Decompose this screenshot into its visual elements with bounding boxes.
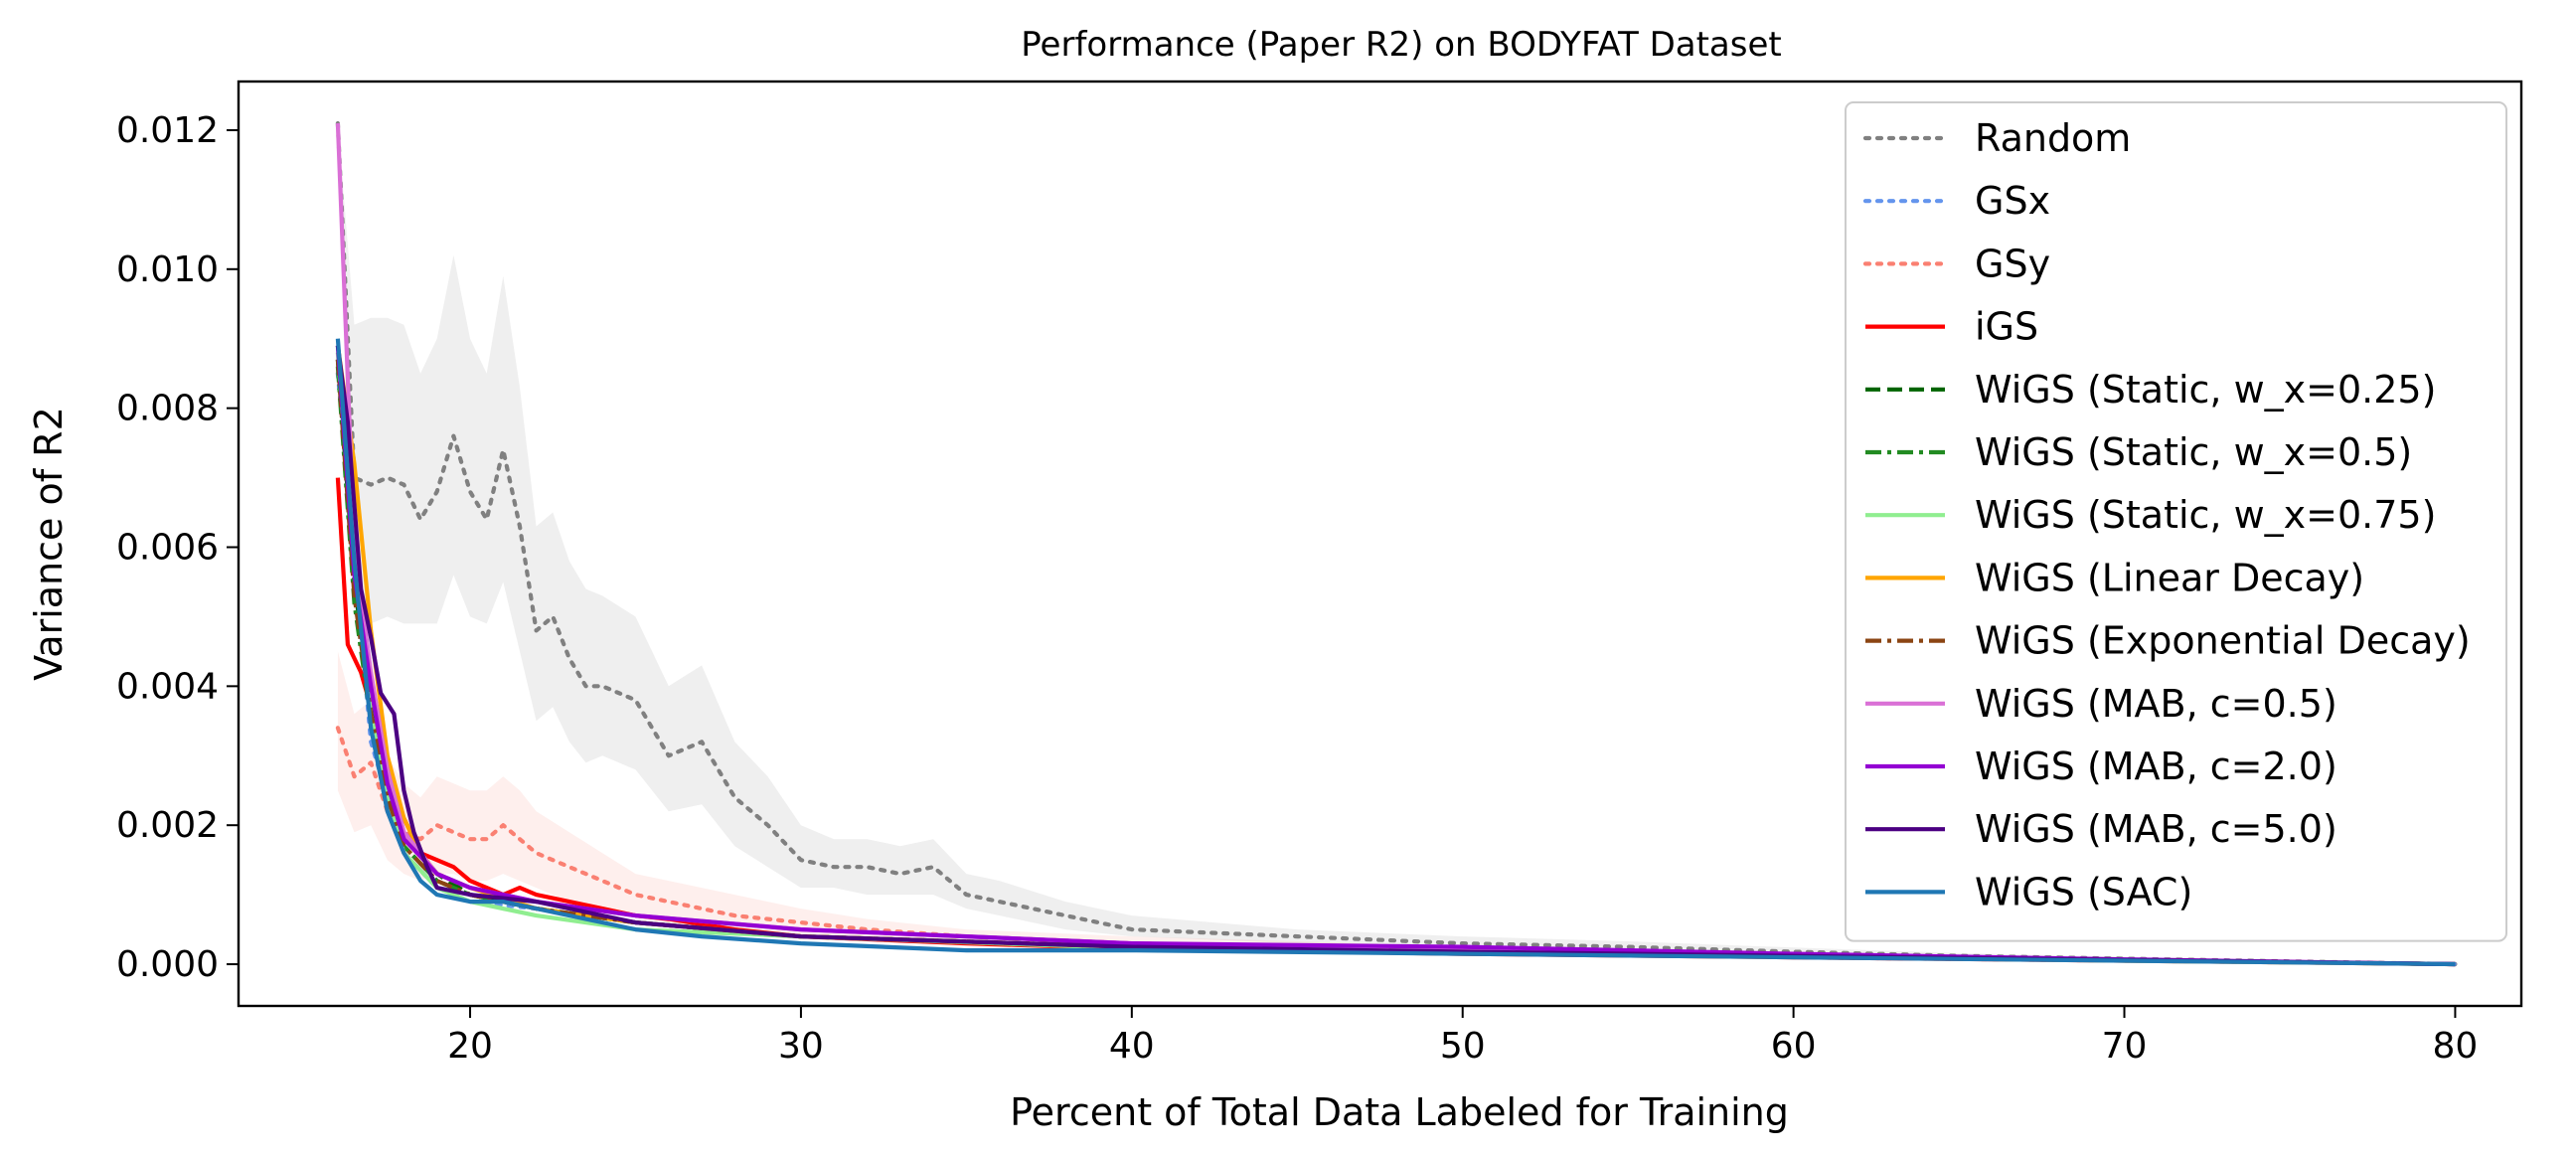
series-line-wigs-sac	[335, 338, 2456, 967]
y-axis-title: Variance of R2	[27, 407, 71, 681]
legend-label-wigs-static-w-x-0-5: WiGS (Static, w_x=0.5)	[1975, 430, 2412, 474]
legend-label-gsx: GSx	[1975, 179, 2050, 223]
legend-label-wigs-sac: WiGS (SAC)	[1975, 870, 2192, 913]
y-tick-label: 0.012	[116, 110, 219, 151]
series-line-random	[335, 120, 2458, 967]
x-tick-label: 80	[2433, 1026, 2479, 1067]
legend-label-gsy: GSy	[1975, 242, 2050, 285]
legend-label-wigs-static-w-x-0-75: WiGS (Static, w_x=0.75)	[1975, 493, 2436, 537]
y-tick-label: 0.010	[116, 249, 219, 290]
legend-label-random: Random	[1975, 116, 2131, 160]
chart-title: Performance (Paper R2) on BODYFAT Datase…	[1021, 25, 1781, 65]
x-tick-label: 60	[1771, 1026, 1817, 1067]
x-axis-title: Percent of Total Data Labeled for Traini…	[1010, 1090, 1789, 1134]
legend-label-wigs-static-w-x-0-25: WiGS (Static, w_x=0.25)	[1975, 368, 2436, 412]
y-tick-label: 0.004	[116, 666, 219, 707]
x-tick-label: 40	[1109, 1026, 1155, 1067]
x-tick-label: 50	[1440, 1026, 1486, 1067]
legend-label-wigs-mab-c-5-0: WiGS (MAB, c=5.0)	[1975, 807, 2337, 851]
plot-frame	[237, 80, 2523, 1008]
y-axis: 0.000 0.002 0.004 0.006 0.008 0.010 0.012	[116, 110, 239, 985]
legend-label-wigs-mab-c-0-5: WiGS (MAB, c=0.5)	[1975, 682, 2337, 726]
legend-label-wigs-exponential-decay: WiGS (Exponential Decay)	[1975, 619, 2471, 663]
series-lines	[335, 120, 2458, 967]
y-tick-label: 0.002	[116, 805, 219, 846]
x-axis: 20 30 40 50 60 70 80	[447, 1006, 2478, 1067]
legend-label-wigs-linear-decay: WiGS (Linear Decay)	[1975, 556, 2364, 599]
legend: Random GSx GSy iGS WiGS (Static, w_x=0.25) Wi…	[1845, 101, 2507, 942]
y-tick-label: 0.000	[116, 944, 219, 985]
legend-label-igs: iGS	[1975, 305, 2038, 349]
y-tick-label: 0.006	[116, 527, 219, 568]
legend-label-wigs-mab-c-2-0: WiGS (MAB, c=2.0)	[1975, 745, 2337, 788]
legend-box	[1845, 101, 2507, 942]
x-tick-label: 70	[2102, 1026, 2148, 1067]
y-tick-label: 0.008	[116, 389, 219, 429]
x-tick-label: 30	[778, 1026, 824, 1067]
x-tick-label: 20	[447, 1026, 493, 1067]
